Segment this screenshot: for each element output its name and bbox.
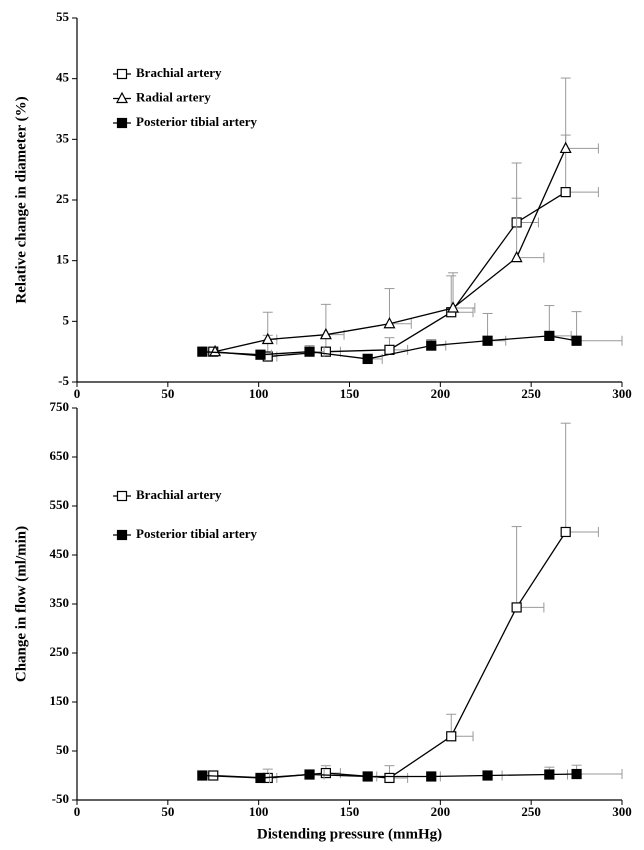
y-tick-label: 650 [50,448,70,463]
marker [116,529,128,541]
marker [384,772,395,784]
marker [261,332,274,345]
marker [255,772,266,784]
y-tick-label: 15 [56,252,70,267]
series-line [213,191,567,358]
x-tick-label: 0 [74,804,81,819]
legend-label: Brachial artery [136,65,222,80]
marker [511,602,522,613]
marker [544,330,555,341]
y-tick-label: 55 [56,9,70,24]
marker [197,770,208,781]
x-tick-label: 100 [249,804,269,819]
marker [544,769,555,780]
marker [116,91,128,104]
y-tick-label: -50 [52,791,69,806]
x-tick-label: 0 [74,386,81,401]
y-tick-label: 350 [50,595,70,610]
marker [304,346,315,357]
marker [255,349,266,360]
legend-label: Brachial artery [136,487,222,502]
marker [362,353,373,365]
x-tick-label: 50 [161,804,174,819]
x-tick-label: 300 [612,804,632,819]
y-tick-label: -5 [58,373,69,388]
y-tick-label: 5 [63,312,70,327]
y-axis-title: Relative change in diameter (%) [13,96,29,303]
x-tick-label: 150 [340,386,360,401]
marker [447,301,460,313]
marker [384,344,395,355]
marker [482,770,493,781]
y-axis-title: Change in flow (ml/min) [13,526,29,682]
marker [426,340,437,351]
x-tick-label: 300 [612,386,632,401]
y-tick-label: 250 [50,644,70,659]
marker [560,526,571,538]
marker [482,335,493,346]
marker [362,771,373,782]
marker [116,490,128,502]
marker [197,346,208,357]
marker [446,731,457,742]
series-line [213,531,567,779]
x-tick-label: 250 [521,804,541,819]
marker [510,250,523,263]
x-tick-label: 200 [431,386,451,401]
x-tick-label: 50 [161,386,174,401]
y-tick-label: 750 [50,399,70,414]
y-tick-label: 50 [56,742,69,757]
marker [116,68,128,80]
y-tick-label: 45 [56,70,70,85]
marker [571,335,582,346]
marker [319,327,332,340]
marker [559,141,572,154]
x-tick-label: 150 [340,804,360,819]
x-tick-label: 200 [431,804,451,819]
x-tick-label: 100 [249,386,269,401]
y-tick-label: 450 [50,546,70,561]
y-tick-label: 550 [50,497,70,512]
x-tick-label: 250 [521,386,541,401]
marker [571,768,582,780]
legend-label: Posterior tibial artery [136,114,258,129]
marker [320,767,331,779]
x-axis-title: Distending pressure (mmHg) [257,826,442,842]
marker [209,344,222,357]
marker [426,771,437,782]
marker [560,187,571,198]
marker [383,316,396,329]
legend-label: Radial artery [136,89,211,104]
y-tick-label: 150 [50,693,70,708]
series-line [202,773,577,779]
marker [116,117,128,129]
y-tick-label: 35 [56,130,70,145]
y-tick-label: 25 [56,191,70,206]
series-line [202,335,577,360]
marker [304,769,315,780]
legend-label: Posterior tibial artery [136,526,258,541]
